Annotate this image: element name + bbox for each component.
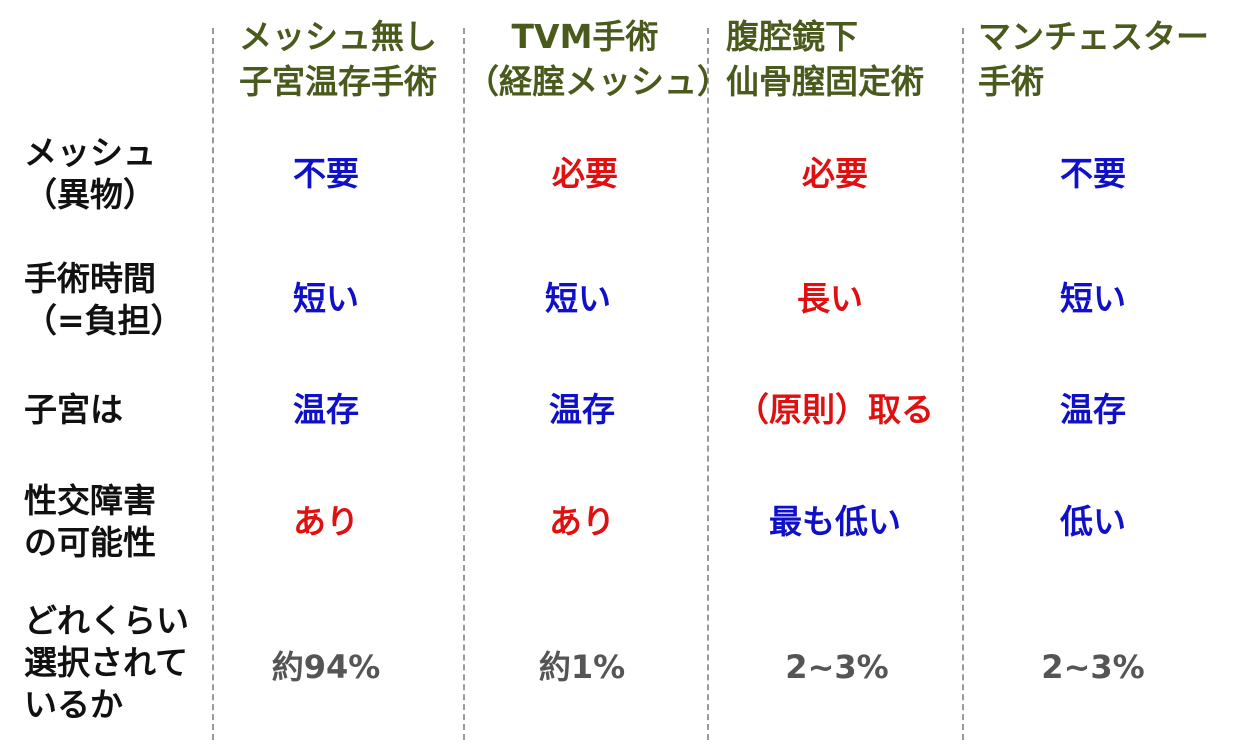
row-label-line: （=負担）	[24, 301, 184, 340]
cell-surgery-time-col2: 短い	[545, 279, 611, 318]
column-divider-1	[212, 28, 214, 740]
column-header-line: TVM手術	[511, 17, 659, 56]
row-label-uterus: 子宮は	[24, 389, 123, 431]
column-divider-4	[962, 28, 964, 740]
row-label-mesh: メッシュ （異物）	[24, 132, 156, 216]
row-label-line: 手術時間	[24, 259, 156, 298]
row-label-line: 性交障害	[24, 481, 156, 520]
cell-mesh-col1: 不要	[293, 154, 359, 193]
cell-selection-rate-col3: 2~3%	[785, 648, 889, 686]
cell-surgery-time-col3: 長い	[797, 279, 863, 318]
row-label-line: メッシュ	[24, 133, 156, 172]
cell-mesh-col2: 必要	[552, 154, 618, 193]
cell-surgery-time-col4: 短い	[1060, 279, 1126, 318]
column-header-laparoscopic: 腹腔鏡下 仙骨膣固定術	[712, 14, 958, 104]
column-header-line: （経腟メッシュ）	[466, 62, 730, 101]
column-header-line: 仙骨膣固定術	[726, 62, 924, 101]
cell-selection-rate-col1: 約94%	[271, 648, 381, 686]
column-header-tvm: TVM手術 （経腟メッシュ）	[466, 14, 730, 104]
row-label-line: どれくらい	[24, 601, 189, 640]
column-divider-3	[707, 28, 709, 740]
row-label-sexual-dysfunction: 性交障害 の可能性	[24, 480, 156, 564]
cell-selection-rate-col4: 2~3%	[1041, 648, 1145, 686]
cell-uterus-col3: （原則）取る	[736, 390, 934, 429]
cell-sexual-dysfunction-col4: 低い	[1060, 502, 1126, 541]
row-label-line: いるか	[24, 685, 123, 724]
row-label-surgery-time: 手術時間 （=負担）	[24, 258, 184, 342]
column-header-manchester: マンチェスター 手術	[966, 14, 1230, 104]
cell-mesh-col3: 必要	[802, 154, 868, 193]
cell-uterus-col2: 温存	[549, 390, 615, 429]
row-label-line: 子宮は	[24, 390, 123, 429]
cell-sexual-dysfunction-col2: あり	[549, 502, 615, 541]
cell-uterus-col4: 温存	[1060, 390, 1126, 429]
column-header-line: 子宮温存手術	[239, 62, 437, 101]
cell-sexual-dysfunction-col1: あり	[293, 502, 359, 541]
column-header-line: マンチェスター	[978, 17, 1209, 56]
cell-selection-rate-col2: 約1%	[538, 648, 626, 686]
row-label-line: 選択されて	[24, 643, 189, 682]
column-divider-2	[463, 28, 465, 740]
cell-surgery-time-col1: 短い	[293, 279, 359, 318]
column-header-line: 腹腔鏡下	[726, 17, 858, 56]
cell-mesh-col4: 不要	[1060, 154, 1126, 193]
column-header-mesh-free: メッシュ無し 子宮温存手術	[216, 14, 460, 104]
cell-sexual-dysfunction-col3: 最も低い	[769, 502, 901, 541]
column-header-line: メッシュ無し	[239, 17, 437, 56]
row-label-line: （異物）	[24, 175, 156, 214]
row-label-line: の可能性	[24, 523, 156, 562]
column-header-line: 手術	[978, 62, 1044, 101]
row-label-selection-rate: どれくらい 選択されて いるか	[24, 600, 189, 726]
cell-uterus-col1: 温存	[293, 390, 359, 429]
